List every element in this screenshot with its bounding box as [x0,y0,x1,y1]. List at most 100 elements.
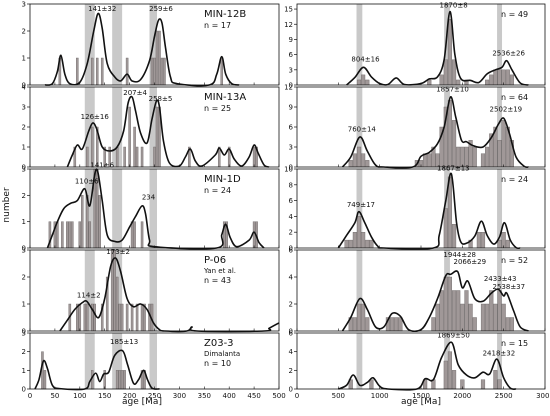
y-tick-label: 10 [284,166,293,174]
x-tick-label: 250 [148,392,161,400]
histogram-bar [98,195,101,249]
histogram-bar [118,370,121,390]
histogram-bar [509,317,515,332]
x-tick-label: 450 [247,392,260,400]
y-tick-label: 6 [289,247,294,255]
x-tick-label: 350 [198,392,211,400]
reference-band [84,333,95,389]
reference-band [356,4,363,85]
y-tick-label: 6 [289,124,294,132]
histogram-bar [431,317,436,332]
y-tick-label: 6 [289,197,294,205]
y-tick-label: 2 [22,192,26,200]
histogram-bar [88,221,92,249]
peak-age-label: 185±13 [110,338,138,346]
histogram-bar [133,221,136,249]
x-tick-label: 100 [73,392,86,400]
histogram-bar [365,79,370,86]
histogram-bar [497,290,502,332]
histogram-bar [452,290,457,332]
x-axis-label-left: age [Ma] [122,397,162,407]
histogram-bar [128,106,131,168]
histogram-bar [163,57,166,86]
panel-right-2: 0 3 6 9 12 n = 64 760±14 1857±10 2502±19 [284,84,546,172]
histogram-bar [452,120,457,168]
histogram-bar [489,74,494,86]
probability-density-curve [34,349,160,391]
y-tick-label: 1 [22,144,26,152]
y-tick-label: 4 [289,274,294,282]
reference-band [84,250,95,331]
peak-age-label: 1867±13 [437,165,470,173]
peak-age-label: 760±14 [348,126,377,134]
histogram-bar [443,360,448,390]
x-tick-label: 1000 [371,392,389,400]
sample-name: MIN-13A [204,92,246,103]
peak-age-label: 258±5 [149,95,173,103]
reference-band [497,87,503,167]
histogram-bar [352,153,357,168]
histogram-bar [485,146,490,168]
peak-age-label: 114±2 [77,291,101,299]
reference-band [112,169,123,248]
sample-count: n = 24 [501,175,528,184]
peak-age-label: 234 [142,193,156,201]
histogram-bar [472,317,477,332]
histogram-bar [505,317,510,332]
histogram-bar [115,276,119,332]
histogram-bar [356,303,362,332]
peak-age-label: 1857±10 [436,86,469,94]
histogram-bar [43,370,47,390]
sample-count: n = 49 [501,10,528,19]
y-tick-label: 1 [22,301,26,309]
histogram-bar [125,57,129,86]
y-tick-label: 3 [22,330,26,338]
reference-band [84,4,95,85]
histogram-bar [365,239,370,249]
peak-age-label: 1870±8 [440,2,468,10]
reference-band [149,250,157,331]
histogram-bar [252,146,256,168]
histogram-bar [476,231,481,249]
y-tick-label: 6 [289,330,294,338]
histogram-bar [356,146,362,168]
x-axis-label-right: age [Ma] [401,397,441,407]
peak-age-label: 2502±19 [490,106,523,114]
histogram-bar [352,231,357,249]
peak-age-label: 1944±28 [443,251,476,259]
peak-age-label: 141±6 [90,162,114,170]
histogram-bar [220,57,223,86]
reference-band [444,4,450,85]
histogram-bar [361,231,366,249]
y-tick-label: 0 [22,164,26,172]
x-tick-label: 0 [295,392,299,400]
histogram-bar [135,303,139,332]
probability-density-curve [341,270,529,333]
y-tick-label: 2 [22,274,26,282]
histogram-bar [130,303,134,332]
x-tick-label: 200 [123,392,136,400]
x-tick-label: 1500 [412,392,430,400]
y-tick-label: 0 [22,82,26,90]
probability-density-curve [337,172,521,250]
histogram-bar [130,221,134,249]
histogram-bar [447,100,453,168]
histogram-bar [81,195,84,249]
histogram-bar [125,303,129,332]
histogram-bar [427,79,432,86]
histogram-bar [480,231,486,249]
histogram-bar [140,146,144,168]
histogram-bar [480,153,486,168]
x-tick-label: 2500 [495,392,513,400]
reference-band [149,87,157,167]
sample-name: P-06 [204,255,226,266]
histogram-bar [352,317,357,332]
histogram-bar [485,303,490,332]
histogram-bar [361,153,366,168]
histogram-bar [452,224,457,249]
reference-band [356,169,363,248]
reference-band [356,87,363,167]
histogram-bar [497,140,502,168]
histogram-bar [140,303,144,332]
